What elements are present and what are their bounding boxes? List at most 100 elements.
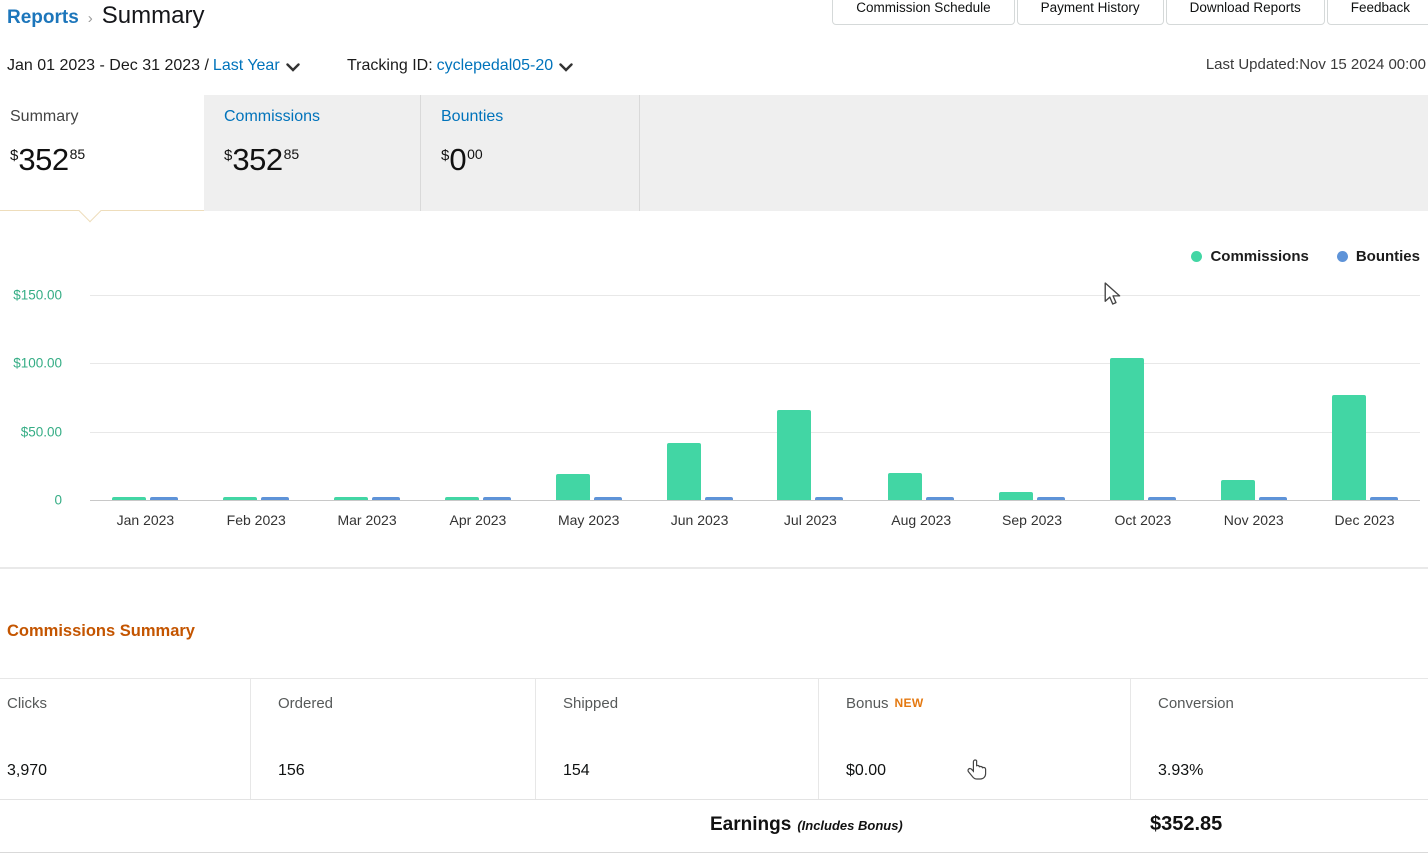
bar-group: Oct 2023 bbox=[1109, 295, 1176, 528]
commissions-summary-table: Clicks 3,970 Ordered 156 Shipped 154 Bon… bbox=[0, 678, 1428, 853]
bar-commissions[interactable] bbox=[999, 491, 1034, 500]
bar-commissions[interactable] bbox=[1220, 479, 1255, 500]
currency-symbol: $ bbox=[10, 147, 19, 164]
tab-commissions[interactable]: Commissions $ 352 85 bbox=[204, 95, 421, 211]
amount-cents: 00 bbox=[467, 146, 483, 162]
tracking-id-dropdown[interactable]: cyclepedal05-20 bbox=[436, 57, 554, 74]
legend-label: Commissions bbox=[1210, 248, 1309, 265]
x-axis-label: Feb 2023 bbox=[226, 512, 286, 528]
column-header: Clicks bbox=[7, 695, 47, 712]
date-preset-dropdown[interactable]: Last Year bbox=[212, 57, 280, 74]
bar-bounties[interactable] bbox=[593, 497, 622, 500]
currency-symbol: $ bbox=[224, 147, 233, 164]
bar-commissions[interactable] bbox=[666, 442, 701, 500]
bar-commissions[interactable] bbox=[112, 497, 147, 500]
new-badge: NEW bbox=[894, 696, 924, 710]
bar-bounties[interactable] bbox=[704, 497, 733, 500]
bar-bounties[interactable] bbox=[150, 497, 179, 500]
plot-area: Jan 2023 Feb 2023 Mar 2023 Apr 2023 May 2023… bbox=[90, 295, 1420, 528]
tab-summary-value: $ 352 85 bbox=[10, 144, 204, 175]
legend-label: Bounties bbox=[1355, 248, 1420, 265]
amount-dollars: 352 bbox=[232, 142, 283, 177]
bar-commissions[interactable] bbox=[1109, 357, 1144, 500]
commissions-dot-icon bbox=[1191, 251, 1203, 262]
column-header: Bonus NEW bbox=[846, 695, 1130, 712]
bar-bounties[interactable] bbox=[926, 497, 955, 500]
earnings-bar-chart: Jan 2023 Feb 2023 Mar 2023 Apr 2023 May 2023… bbox=[90, 295, 1420, 528]
bar-group: Mar 2023 bbox=[334, 295, 401, 528]
breadcrumb: Reports › Summary bbox=[7, 2, 204, 30]
chevron-down-icon[interactable] bbox=[559, 59, 573, 77]
earnings-label: Earnings bbox=[710, 814, 792, 835]
column-header: Shipped bbox=[563, 695, 619, 712]
column-header: Conversion bbox=[1158, 695, 1234, 712]
bar-bounties[interactable] bbox=[1037, 497, 1066, 500]
payment-history-button[interactable]: Payment History bbox=[1016, 0, 1164, 25]
earnings-note: (Includes Bonus) bbox=[797, 818, 903, 833]
gridline bbox=[90, 295, 1420, 296]
metric-tabs-row: Summary $ 352 85 Commissions $ 352 85 Bo… bbox=[0, 95, 1428, 211]
bar-bounties[interactable] bbox=[815, 497, 844, 500]
amount-dollars: 0 bbox=[449, 142, 467, 177]
bar-bounties[interactable] bbox=[372, 497, 401, 500]
gridline bbox=[90, 363, 1420, 365]
page-title: Summary bbox=[101, 2, 205, 29]
column-conversion: Conversion 3.93% bbox=[1130, 679, 1428, 799]
bar-group: Jan 2023 bbox=[112, 295, 179, 528]
bar-commissions[interactable] bbox=[223, 497, 258, 500]
breadcrumb-separator: › bbox=[87, 10, 93, 27]
legend-item-commissions[interactable]: Commissions bbox=[1191, 248, 1309, 265]
column-ordered: Ordered 156 bbox=[250, 679, 535, 799]
y-axis-tick: $100.00 bbox=[13, 355, 62, 371]
clicks-value: 3,970 bbox=[7, 762, 48, 779]
tab-bounties[interactable]: Bounties $ 0 00 bbox=[421, 95, 640, 211]
commission-schedule-button[interactable]: Commission Schedule bbox=[832, 0, 1015, 25]
tab-commissions-label: Commissions bbox=[224, 108, 321, 125]
column-clicks: Clicks 3,970 bbox=[0, 679, 250, 799]
x-axis-label: Dec 2023 bbox=[1334, 512, 1395, 528]
legend-item-bounties[interactable]: Bounties bbox=[1336, 248, 1420, 265]
x-axis-label: Sep 2023 bbox=[1002, 512, 1063, 528]
bar-commissions[interactable] bbox=[777, 409, 812, 500]
bar-bounties[interactable] bbox=[482, 497, 511, 500]
bar-bounties[interactable] bbox=[1147, 497, 1176, 500]
y-axis-tick: $50.00 bbox=[20, 424, 62, 440]
tab-summary[interactable]: Summary $ 352 85 bbox=[0, 95, 204, 211]
amount-dollars: 352 bbox=[18, 142, 69, 177]
breadcrumb-reports-link[interactable]: Reports bbox=[7, 7, 79, 28]
last-updated-text: Last Updated:Nov 15 2024 00:00 bbox=[1205, 56, 1426, 73]
bar-group: Jun 2023 bbox=[666, 295, 733, 528]
tab-summary-label: Summary bbox=[10, 108, 79, 125]
amount-cents: 85 bbox=[283, 146, 300, 162]
chevron-down-icon[interactable] bbox=[285, 59, 300, 77]
y-axis-tick: $150.00 bbox=[13, 287, 62, 303]
bar-bounties[interactable] bbox=[261, 497, 290, 500]
tabs-background bbox=[204, 95, 1428, 211]
gridline bbox=[90, 500, 1420, 501]
bar-group: Apr 2023 bbox=[444, 295, 511, 528]
bar-commissions[interactable] bbox=[334, 497, 369, 500]
bar-bounties[interactable] bbox=[1369, 497, 1398, 500]
chart-y-axis: $150.00 $100.00 $50.00 0 bbox=[0, 288, 62, 508]
tracking-id-control: Tracking ID: cyclepedal05-20 bbox=[347, 54, 573, 78]
tab-bounties-label: Bounties bbox=[441, 108, 504, 125]
bar-commissions[interactable] bbox=[444, 497, 479, 500]
bar-group: May 2023 bbox=[555, 295, 622, 528]
feedback-button[interactable]: Feedback bbox=[1326, 0, 1428, 25]
date-range-control: Jan 01 2023 - Dec 31 2023 / Last Year bbox=[7, 54, 300, 78]
bonus-label: Bonus bbox=[846, 695, 889, 712]
bar-group: Aug 2023 bbox=[888, 295, 955, 528]
earnings-value: $352.85 bbox=[1150, 813, 1223, 835]
bar-group: Jul 2023 bbox=[777, 295, 844, 528]
download-reports-button[interactable]: Download Reports bbox=[1165, 0, 1325, 25]
bounties-dot-icon bbox=[1336, 251, 1348, 262]
bar-commissions[interactable] bbox=[555, 474, 590, 500]
x-axis-label: Jan 2023 bbox=[116, 512, 175, 528]
conversion-value: 3.93% bbox=[1158, 762, 1204, 779]
currency-symbol: $ bbox=[441, 147, 450, 164]
bar-commissions[interactable] bbox=[888, 472, 923, 500]
bar-group: Dec 2023 bbox=[1331, 295, 1398, 528]
bar-commissions[interactable] bbox=[1331, 394, 1366, 500]
bar-bounties[interactable] bbox=[1258, 497, 1287, 500]
column-header: Ordered bbox=[278, 695, 334, 712]
